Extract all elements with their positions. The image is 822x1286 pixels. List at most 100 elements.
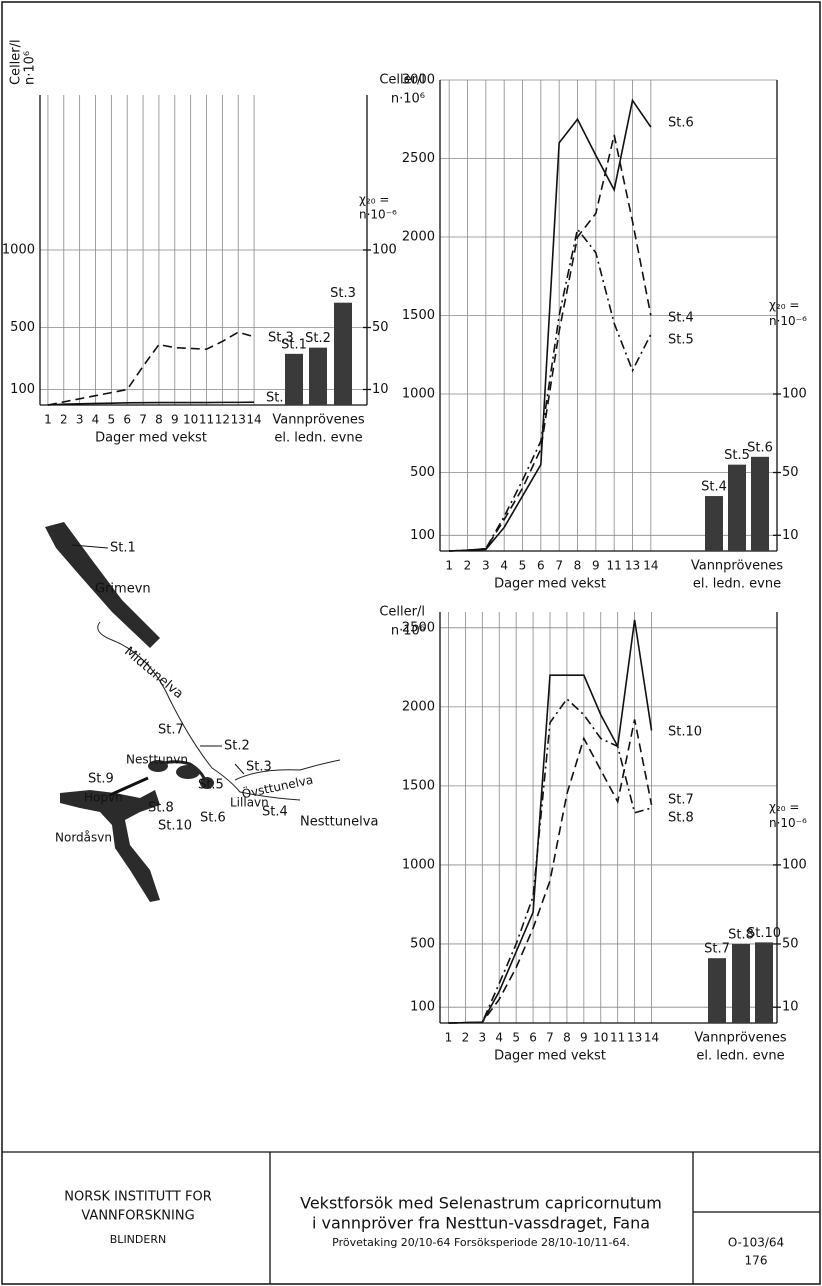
y-tick-label: 1000: [402, 857, 435, 872]
bar-axis-label: el. ledn. evne: [693, 577, 781, 592]
bar-label: St.6: [747, 440, 773, 455]
y-tick-label: 500: [410, 465, 435, 480]
x-tick-label: 6: [537, 559, 545, 573]
institute: NORSK INSTITUTT FOR: [64, 1190, 211, 1205]
x-tick-label: 7: [546, 1031, 554, 1045]
y-tick-label: 2000: [402, 230, 435, 245]
y2-axis-label: χ₂₀ =: [359, 193, 389, 207]
series-line: [449, 227, 652, 552]
x-tick-label: 2: [60, 413, 68, 427]
map-label: St.6: [200, 811, 226, 826]
map-label: Nesttunvn: [126, 753, 188, 767]
map-label: Lillavn: [230, 796, 269, 810]
y2-tick-label: 100: [372, 243, 397, 258]
x-tick-label: 11: [610, 1031, 625, 1045]
series-label: St.10: [668, 725, 702, 740]
x-tick-label: 10: [183, 413, 198, 427]
x-tick-label: 1: [445, 559, 453, 573]
y-tick-label: 100: [410, 528, 435, 543]
y2-axis-label: n·10⁻⁶: [769, 314, 807, 328]
y2-axis-label: χ₂₀ =: [769, 800, 799, 814]
x-tick-label: 3: [76, 413, 84, 427]
lake: [60, 790, 160, 902]
x-tick-label: 13: [625, 559, 640, 573]
bar: [285, 353, 303, 405]
y2-axis-label: n·10⁻⁶: [359, 208, 397, 222]
bar-axis-label: el. ledn. evne: [274, 431, 362, 446]
y-tick-label: 3000: [402, 73, 435, 88]
bar-label: St.5: [724, 448, 750, 463]
bar-axis-label: Vannprövenes: [694, 1031, 787, 1046]
series-label: St.3: [268, 331, 294, 346]
x-tick-label: 4: [495, 1031, 503, 1045]
x-tick-label: 7: [139, 413, 147, 427]
x-tick-label: 1: [44, 413, 52, 427]
y-tick-label: 2500: [402, 620, 435, 635]
x-tick-label: 13: [231, 413, 246, 427]
y2-tick-label: 10: [372, 382, 389, 397]
map-label: Nesttunelva: [300, 815, 378, 830]
y-axis-label: Celler/l: [9, 39, 24, 85]
y-axis-label: n·10⁶: [391, 624, 425, 639]
series-label: St.5: [668, 333, 694, 348]
x-tick-label: 3: [482, 559, 490, 573]
series-line: [448, 697, 652, 1024]
x-tick-label: 5: [108, 413, 116, 427]
map-label: Nordåsvn: [55, 831, 112, 845]
bar: [728, 464, 746, 551]
x-tick-label: 6: [123, 413, 131, 427]
x-tick-label: 14: [246, 413, 261, 427]
y-tick-label: 2500: [402, 151, 435, 166]
y2-axis-label: χ₂₀ =: [769, 298, 799, 312]
lake: [45, 522, 160, 648]
map-label: St.3: [246, 760, 272, 775]
y2-tick-label: 50: [782, 465, 799, 480]
lake: [176, 765, 200, 779]
x-tick-label: 6: [529, 1031, 537, 1045]
series-line: [47, 401, 255, 406]
institute: VANNFORSKNING: [81, 1209, 194, 1224]
bar-label: St.3: [330, 286, 356, 301]
bar: [732, 943, 750, 1023]
bar: [705, 496, 723, 551]
bar: [751, 456, 769, 551]
title: i vannpröver fra Nesttun-vassdraget, Fan…: [312, 1214, 650, 1233]
y-tick-label: 2000: [402, 699, 435, 714]
series-label: St.7: [668, 793, 694, 808]
y-tick-label: 1500: [402, 778, 435, 793]
y-axis-label: n·10⁶: [23, 51, 38, 85]
y2-axis-label: n·10⁻⁶: [769, 816, 807, 830]
y2-tick-label: 50: [372, 320, 389, 335]
map: St.1 Grimevn Midtunelva St.2 St.3 Övsttu…: [45, 522, 378, 902]
y2-tick-label: 10: [782, 528, 799, 543]
x-tick-label: 9: [580, 1031, 588, 1045]
series-line: [47, 331, 255, 406]
title: Vekstforsök med Selenastrum capricornutu…: [300, 1194, 662, 1213]
bar: [755, 942, 773, 1023]
map-label: Hopvn: [84, 791, 123, 805]
y-tick-label: 500: [410, 936, 435, 951]
x-tick-label: 7: [555, 559, 563, 573]
lake: [200, 777, 214, 789]
bar: [708, 958, 726, 1023]
x-tick-label: 8: [155, 413, 163, 427]
y-tick-label: 500: [10, 320, 35, 335]
bar-axis-label: el. ledn. evne: [696, 1049, 784, 1064]
map-label: Grimevn: [95, 582, 151, 597]
map-label: St.5: [198, 778, 224, 793]
series-label: St.4: [668, 311, 694, 326]
bar-label: St.10: [747, 926, 781, 941]
y-axis-label: Celler/l: [379, 605, 425, 620]
x-tick-label: 11: [199, 413, 214, 427]
x-tick-label: 2: [462, 1031, 470, 1045]
x-tick-label: 8: [563, 1031, 571, 1045]
bar-axis-label: Vannprövenes: [272, 413, 365, 428]
y-tick-label: 100: [410, 1000, 435, 1015]
y-axis-label: Celler/l: [379, 73, 425, 88]
x-tick-label: 14: [644, 1031, 659, 1045]
x-tick-label: 4: [92, 413, 100, 427]
map-label: Midtunelva: [121, 644, 186, 702]
y-axis-label: n·10⁶: [391, 92, 425, 107]
